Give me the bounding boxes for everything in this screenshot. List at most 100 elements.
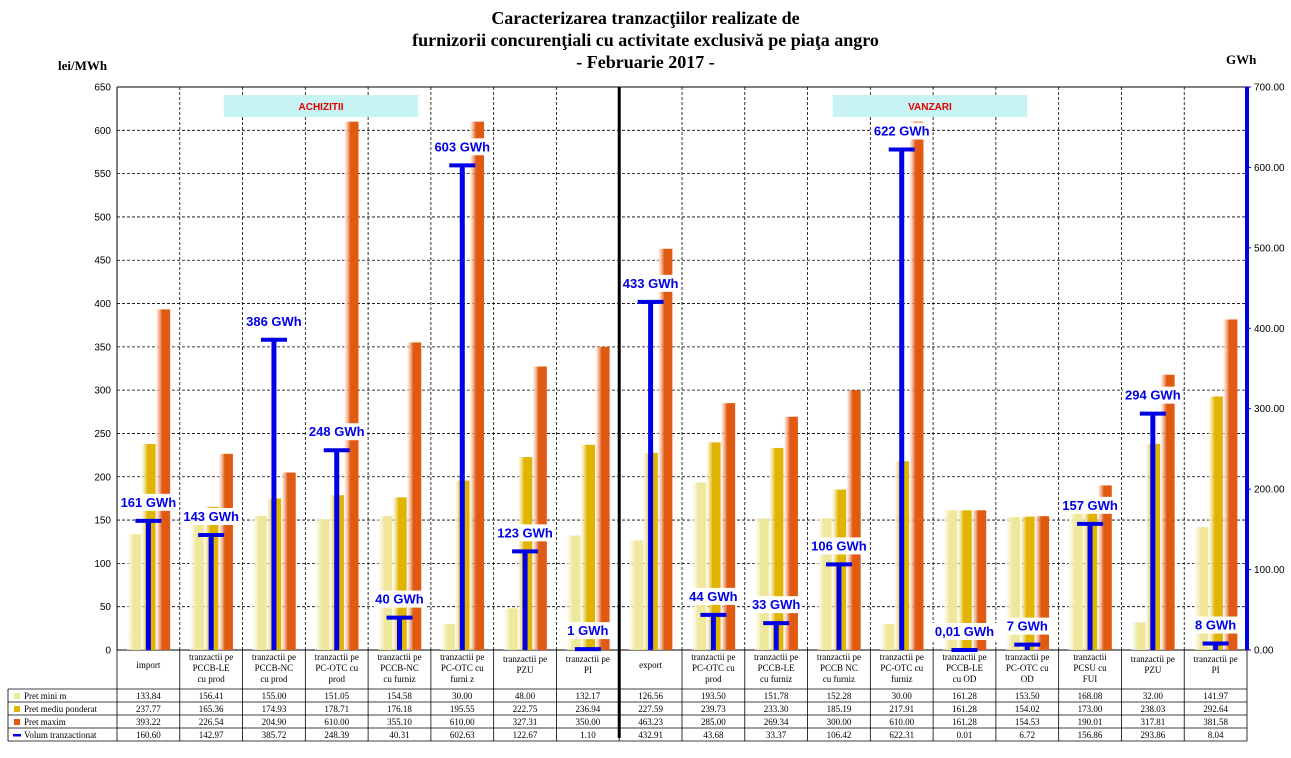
left-tick-label: 600: [94, 126, 111, 137]
category-label: tranzactii pe: [817, 652, 861, 662]
bar-mediu: [957, 510, 972, 650]
table-row-header: Pret maxim: [24, 717, 66, 727]
category-label: FUI: [1083, 674, 1098, 684]
category-label: tranzactii pe: [691, 652, 735, 662]
section-banner-vanzari: [832, 95, 1028, 117]
table-cell: 142.97: [199, 730, 224, 740]
volume-annotation: 433 GWh: [623, 276, 679, 291]
table-cell: 226.54: [199, 717, 224, 727]
category-label: import: [136, 660, 160, 670]
category-label: PCCB-LE: [946, 663, 984, 673]
volume-annotation: 157 GWh: [1062, 498, 1118, 513]
left-tick-label: 50: [100, 602, 112, 613]
bar-mediu: [1020, 516, 1035, 650]
volume-annotation-bg: [565, 622, 610, 640]
category-label: tranzactii pe: [315, 652, 359, 662]
category-label: OD: [1021, 674, 1034, 684]
category-label: export: [639, 660, 662, 670]
table-cell: 132.17: [575, 691, 600, 701]
category-label: tranzactii pe: [377, 652, 421, 662]
section-label-achizitii: ACHIZITII: [299, 102, 344, 113]
left-tick-label: 100: [94, 559, 111, 570]
category-label: tranzactii: [1073, 652, 1107, 662]
table-cell: 152.28: [827, 691, 852, 701]
volume-annotation: 603 GWh: [434, 139, 490, 154]
bar-maxim: [218, 453, 233, 650]
volume-annotation-bg: [621, 274, 681, 292]
left-tick-label: 200: [94, 472, 111, 483]
category-label: tranzactii pe: [252, 652, 296, 662]
table-cell: 239.73: [701, 704, 726, 714]
table-cell: 350.00: [575, 717, 600, 727]
left-tick-label: 150: [94, 516, 111, 527]
volume-annotation: 40 GWh: [375, 592, 423, 607]
table-cell: 161.28: [952, 717, 977, 727]
table-cell: 48.00: [515, 691, 536, 701]
table-cell: 222.75: [513, 704, 538, 714]
table-cell: 238.03: [1140, 704, 1165, 714]
bar-maxim: [155, 309, 171, 650]
volume-annotation-bg: [181, 508, 241, 526]
table-cell: 43.68: [703, 730, 724, 740]
bar-min: [628, 540, 644, 650]
table-cell: 173.00: [1078, 704, 1103, 714]
bar-maxim: [469, 121, 485, 650]
volume-annotation: 33 GWh: [752, 597, 800, 612]
category-label: cu furniz: [823, 674, 855, 684]
table-cell: 154.02: [1015, 704, 1040, 714]
volume-annotation-bg: [931, 622, 998, 640]
right-tick-label: 400.00: [1254, 324, 1285, 335]
table-row-header: Pret mediu ponderat: [24, 704, 97, 714]
table-cell: 248.39: [324, 730, 349, 740]
table-row-header: Pret mini m: [24, 691, 67, 701]
table-row-header: Volum tranzactionat: [24, 730, 97, 740]
bar-maxim: [1222, 319, 1238, 650]
left-tick-label: 400: [94, 299, 111, 310]
category-label: PCSU cu: [1073, 663, 1107, 673]
volume-annotation: 622 GWh: [874, 123, 930, 138]
bar-min: [942, 510, 958, 650]
table-cell: 236.94: [575, 704, 600, 714]
bar-maxim: [1097, 485, 1112, 650]
volume-annotation: 44 GWh: [689, 589, 737, 604]
category-label: tranzactii pe: [503, 654, 547, 664]
bar-maxim: [595, 346, 610, 650]
right-tick-label: 100.00: [1254, 565, 1285, 576]
category-label: PC-OTC cu: [880, 663, 923, 673]
volume-annotation: 294 GWh: [1125, 388, 1181, 403]
table-cell: 292.64: [1203, 704, 1228, 714]
table-cell: 293.86: [1140, 730, 1165, 740]
table-cell: 126.56: [638, 691, 663, 701]
table-cell: 30.00: [892, 691, 913, 701]
bar-maxim: [657, 248, 673, 651]
table-cell: 178.71: [324, 704, 349, 714]
bar-min: [252, 515, 267, 650]
legend-swatch: [14, 693, 20, 699]
bar-mediu: [580, 444, 596, 650]
right-tick-label: 0.00: [1254, 646, 1274, 657]
category-label: tranzactii pe: [566, 654, 610, 664]
table-cell: 153.50: [1015, 691, 1040, 701]
volume-annotation: 143 GWh: [183, 509, 239, 524]
category-label: PI: [1212, 665, 1220, 675]
table-cell: 195.55: [450, 704, 475, 714]
volume-annotation-bg: [1060, 496, 1120, 514]
category-label: PCCB-NC: [255, 663, 294, 673]
bar-min: [754, 518, 769, 650]
table-cell: 40.31: [389, 730, 409, 740]
volume-annotation: 8 GWh: [1195, 618, 1236, 633]
right-tick-label: 300.00: [1254, 404, 1285, 415]
volume-annotation-bg: [495, 524, 555, 542]
category-label: tranzactii pe: [1005, 652, 1049, 662]
category-label: cu OD: [953, 674, 977, 684]
section-banner-achizitii: [223, 95, 419, 117]
table-cell: 317.81: [1140, 717, 1165, 727]
category-label: PC-OTC cu: [692, 663, 735, 673]
category-label: PC-OTC cu: [1006, 663, 1049, 673]
left-tick-label: 250: [94, 429, 111, 440]
chart-title-line-2: furnizorii concurenţiali cu activitate e…: [412, 30, 879, 50]
bar-maxim: [846, 390, 861, 650]
category-label: PC-OTC cu: [441, 663, 484, 673]
table-cell: 141.97: [1203, 691, 1228, 701]
